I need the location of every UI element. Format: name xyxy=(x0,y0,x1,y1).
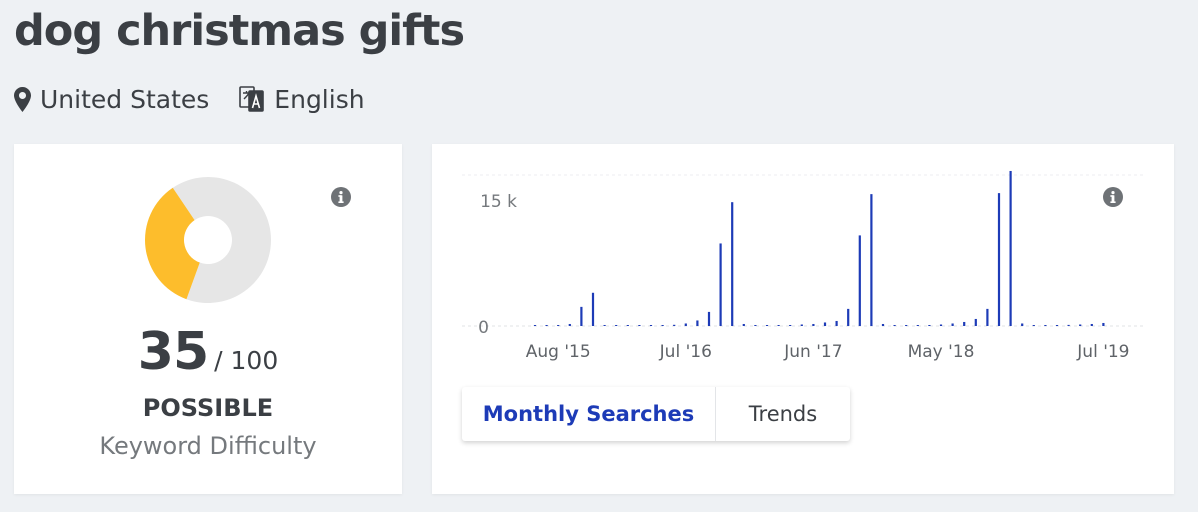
bar xyxy=(928,324,931,326)
bar xyxy=(893,325,896,326)
bar xyxy=(638,325,641,326)
bar xyxy=(545,325,548,326)
keyword-title: dog christmas gifts xyxy=(14,6,465,56)
location: United States xyxy=(14,85,209,114)
bar xyxy=(951,323,954,326)
bar xyxy=(870,194,873,326)
bar xyxy=(1102,322,1105,326)
difficulty-gauge xyxy=(145,177,271,303)
bar xyxy=(754,325,757,326)
bar xyxy=(673,324,676,326)
bar xyxy=(963,321,966,326)
bar xyxy=(847,308,850,326)
keyword-meta: United States English xyxy=(14,82,365,116)
bar xyxy=(661,325,664,326)
bar xyxy=(707,311,711,326)
bar xyxy=(1044,325,1047,326)
bar xyxy=(731,202,734,326)
bar xyxy=(765,325,769,326)
y-tick-label: 15 k xyxy=(480,192,517,212)
map-pin-icon xyxy=(14,86,31,112)
bar xyxy=(1032,325,1035,326)
difficulty-score: 35/ 100 xyxy=(14,322,402,382)
difficulty-gauge-filled xyxy=(145,187,200,300)
search-volume-card: 0 15 k Aug '15 Jul '16 Jun '17 May '18 Jul '19… xyxy=(432,144,1174,494)
x-tick-label: Jul '16 xyxy=(659,342,712,362)
chart-tabs: Monthly Searches Trends xyxy=(462,387,850,441)
bar xyxy=(1009,170,1012,326)
bar xyxy=(719,243,722,326)
bar xyxy=(1090,323,1093,326)
difficulty-rating: POSSIBLE xyxy=(142,394,274,422)
language: English xyxy=(239,84,365,114)
language-text: English xyxy=(274,84,365,114)
bar xyxy=(591,292,595,326)
bar xyxy=(789,324,792,326)
bar xyxy=(835,320,838,326)
x-tick-label: Aug '15 xyxy=(526,342,591,362)
bar xyxy=(580,306,583,326)
bar xyxy=(777,325,780,326)
bar xyxy=(1055,325,1059,326)
tab-monthly-searches[interactable]: Monthly Searches xyxy=(462,387,716,441)
bar xyxy=(905,325,908,326)
tab-trends[interactable]: Trends xyxy=(748,402,818,426)
bar xyxy=(881,323,885,326)
info-icon[interactable] xyxy=(331,187,351,207)
bar xyxy=(974,318,977,326)
difficulty-label: Keyword Difficulty xyxy=(99,432,317,460)
bar xyxy=(603,324,606,326)
keyword-difficulty-card: 35/ 100 POSSIBLE Keyword Difficulty xyxy=(14,144,402,494)
info-icon[interactable] xyxy=(1103,187,1123,207)
translate-icon xyxy=(239,86,265,112)
bar xyxy=(1079,324,1082,326)
difficulty-score-max: / 100 xyxy=(214,346,279,375)
bar xyxy=(858,235,861,326)
bar xyxy=(626,325,629,326)
bar xyxy=(997,193,1001,326)
bar xyxy=(986,308,989,326)
bar xyxy=(649,325,653,326)
bar xyxy=(533,325,537,326)
bar xyxy=(812,323,815,326)
x-tick-label: May '18 xyxy=(908,342,975,362)
bar xyxy=(742,323,745,326)
bar xyxy=(557,324,560,326)
bar xyxy=(916,325,919,326)
x-tick-label: Jun '17 xyxy=(783,342,842,362)
bar xyxy=(823,322,827,326)
bar xyxy=(939,324,943,326)
bar xyxy=(1021,323,1024,326)
bar xyxy=(568,323,571,326)
bar xyxy=(684,323,687,326)
y-tick-label: 0 xyxy=(478,318,489,338)
monthly-searches-chart: 0 15 k Aug '15 Jul '16 Jun '17 May '18 Jul '19 xyxy=(462,170,1144,362)
bar xyxy=(615,325,618,326)
difficulty-score-value: 35 xyxy=(137,322,209,382)
location-text: United States xyxy=(40,84,210,114)
bar xyxy=(800,324,803,326)
x-tick-label: Jul '19 xyxy=(1076,342,1129,362)
bar xyxy=(1067,324,1070,326)
bar xyxy=(696,320,699,326)
difficulty-gauge-remaining xyxy=(172,177,271,303)
